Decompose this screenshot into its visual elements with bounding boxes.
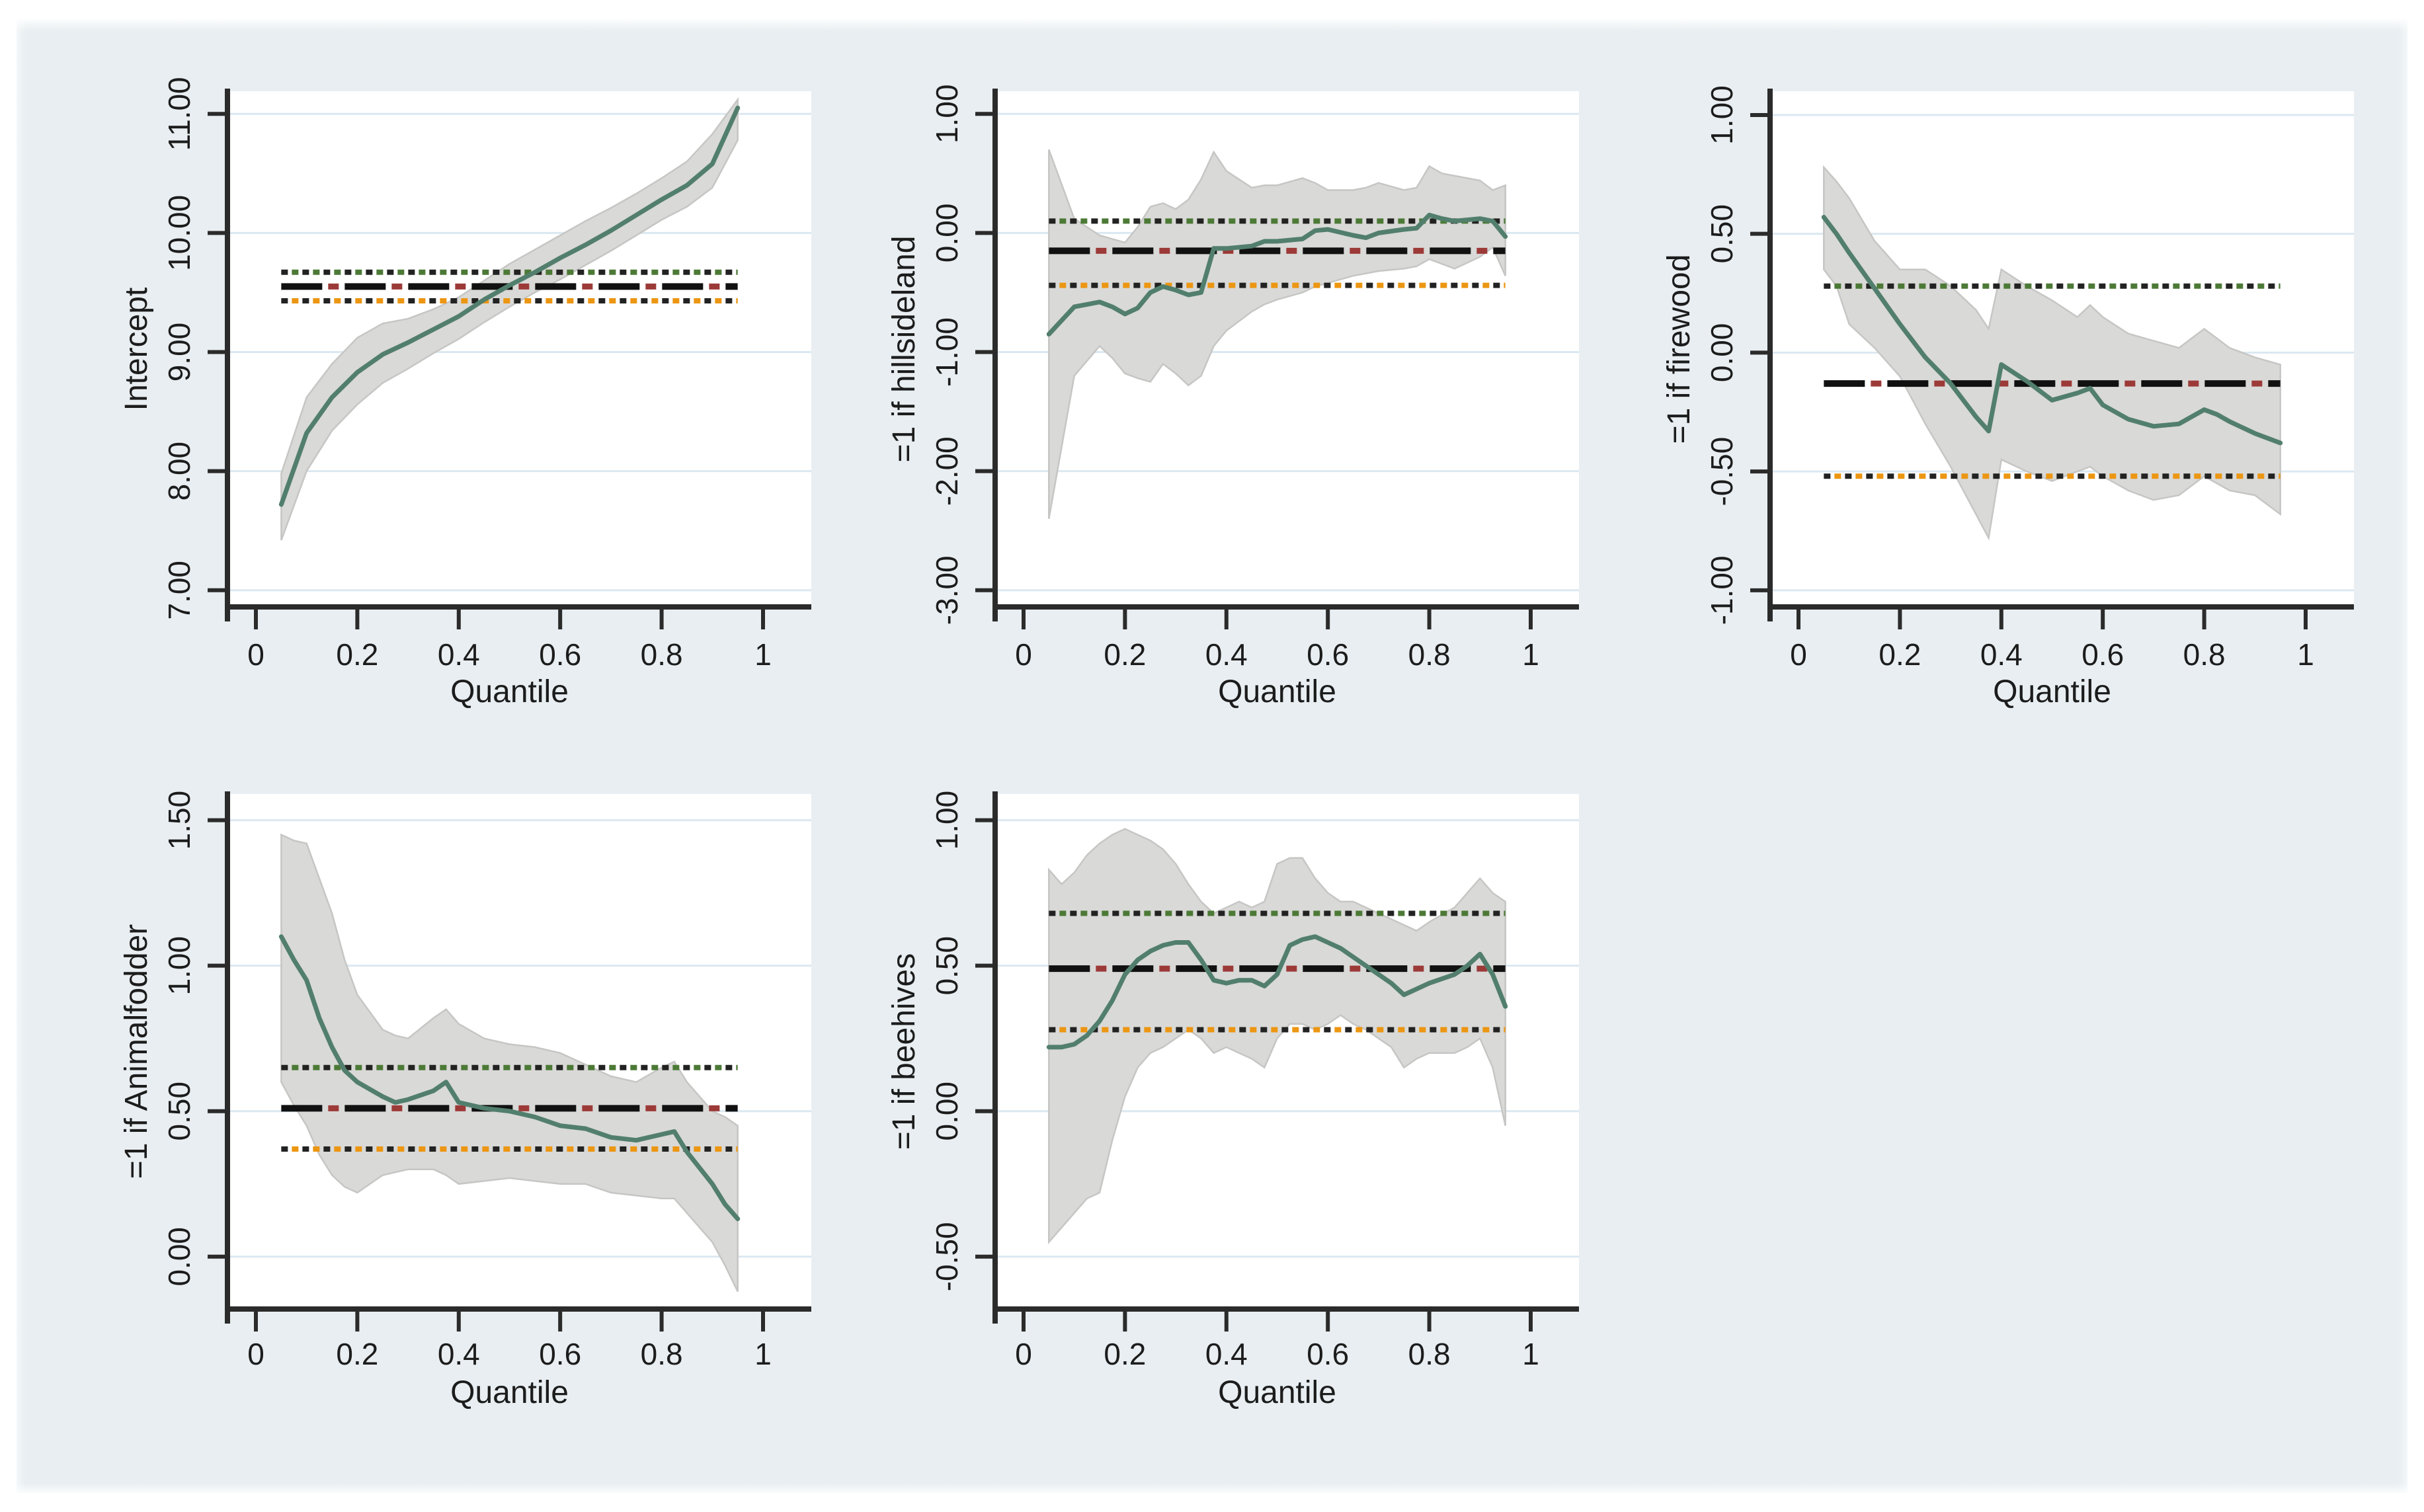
- x-tick-label: 0.6: [1307, 637, 1349, 672]
- confidence-band: [280, 833, 739, 1293]
- x-tick-label: 0.8: [1408, 637, 1451, 672]
- gridlines: [227, 112, 811, 592]
- panel-plot-layers: [278, 97, 741, 541]
- confidence-band: [280, 97, 739, 541]
- axes: 1.00 0.50 0.00 -0.50 -1.00 0 0.2 0.4 0.6 0.8 1 Quan…: [1662, 85, 2354, 709]
- y-tick-label: 1.50: [162, 791, 196, 850]
- y-tick-label: 0.50: [930, 936, 964, 996]
- y-tick-label: 10.00: [162, 195, 196, 271]
- y-tick-label: -0.50: [1705, 437, 1739, 506]
- y-tick-label: 0.00: [162, 1227, 196, 1287]
- axes: 1.00 0.00 -1.00 -2.00 -3.00 0 0.2 0.4 0.6 0.8 1 Qua…: [887, 84, 1579, 709]
- x-tick-label: 0.2: [336, 637, 378, 672]
- quantile-estimate-line: [1046, 934, 1508, 1050]
- x-tick-label: 0.2: [1104, 1337, 1146, 1371]
- x-axis-title: Quantile: [1993, 674, 2111, 709]
- y-tick-label: 9.00: [162, 323, 196, 382]
- y-tick-label: 0.00: [1705, 323, 1739, 383]
- panel-hillsideland: 1.00 0.00 -1.00 -2.00 -3.00 0 0.2 0.4 0.6 0.8 1 Qua…: [887, 84, 1579, 709]
- panel-plot-layers: [1046, 828, 1508, 1245]
- x-axis-title: Quantile: [1218, 674, 1336, 709]
- x-tick-label: 0.8: [641, 1337, 683, 1371]
- x-axis-title: Quantile: [1218, 1375, 1336, 1410]
- x-tick-label: 0.4: [438, 1337, 480, 1371]
- x-tick-label: 0.4: [1980, 637, 2023, 672]
- panel-firewood: 1.00 0.50 0.00 -0.50 -1.00 0 0.2 0.4 0.6 0.8 1 Quan…: [1662, 85, 2354, 709]
- x-tick-label: 0.2: [336, 1337, 378, 1371]
- y-axis-title: =1 if beehives: [887, 953, 922, 1150]
- x-tick-label: 0: [1790, 637, 1807, 672]
- y-tick-label: -2.00: [930, 436, 964, 506]
- y-tick-label: 0.00: [930, 204, 964, 263]
- x-tick-label: 1: [754, 1337, 772, 1371]
- y-tick-label: -1.00: [930, 317, 964, 387]
- y-axis-title: =1 if firewood: [1662, 255, 1697, 444]
- y-tick-label: 1.00: [930, 791, 964, 850]
- panel-animalfodder: 1.50 1.00 0.50 0.00 0 0.2 0.4 0.6 0.8 1 Quantile =1…: [119, 791, 811, 1410]
- quantile-estimate-line: [278, 105, 741, 507]
- y-tick-label: 0.50: [1705, 204, 1739, 264]
- y-tick-label: 1.00: [930, 84, 964, 143]
- x-tick-label: 0.8: [1408, 1337, 1451, 1371]
- x-tick-label: 0.6: [539, 637, 581, 672]
- panel-intercept: 11.00 10.00 9.00 8.00 7.00 0 0.2 0.4 0.6 0.8 1 Quan…: [119, 77, 811, 709]
- x-tick-label: 0.4: [438, 637, 480, 672]
- y-tick-label: -0.50: [930, 1222, 964, 1291]
- y-tick-label: -3.00: [930, 555, 964, 625]
- confidence-band: [1823, 165, 2281, 541]
- y-tick-label: -1.00: [1705, 555, 1739, 625]
- x-tick-label: 0: [1015, 637, 1032, 672]
- x-tick-label: 1: [1522, 637, 1539, 672]
- x-tick-label: 0.8: [2183, 637, 2226, 672]
- x-tick-label: 0.6: [539, 1337, 581, 1371]
- x-tick-label: 0: [247, 637, 264, 672]
- confidence-band: [1048, 149, 1506, 519]
- x-axis-title: Quantile: [450, 674, 569, 709]
- x-tick-label: 1: [2297, 637, 2314, 672]
- y-tick-label: 0.50: [162, 1082, 196, 1141]
- panel-plot-layers: [278, 833, 741, 1293]
- y-tick-label: 0.00: [930, 1082, 964, 1141]
- y-axis-title: =1 if Animalfodder: [119, 924, 154, 1179]
- axes: 11.00 10.00 9.00 8.00 7.00 0 0.2 0.4 0.6 0.8 1 Quan…: [119, 77, 811, 709]
- y-tick-label: 8.00: [162, 442, 196, 501]
- panel-beehives: 1.00 0.50 0.00 -0.50 0 0.2 0.4 0.6 0.8 1 Quantile =…: [887, 791, 1579, 1410]
- quantile-regression-figure: 11.00 10.00 9.00 8.00 7.00 0 0.2 0.4 0.6 0.8 1 Quan…: [17, 19, 2407, 1493]
- x-tick-label: 0.4: [1205, 637, 1248, 672]
- x-axis-title: Quantile: [450, 1375, 569, 1410]
- x-tick-label: 0.4: [1205, 1337, 1248, 1371]
- y-tick-label: 1.00: [162, 936, 196, 996]
- x-tick-label: 0: [247, 1337, 264, 1371]
- panel-plot-layers: [1821, 165, 2283, 541]
- quantile-estimate-line: [1821, 215, 2283, 446]
- plot-area: [227, 91, 811, 607]
- y-axis-title: =1 if hillsideland: [887, 236, 922, 463]
- x-tick-label: 0.6: [2081, 637, 2124, 672]
- y-tick-label: 11.00: [162, 77, 196, 151]
- x-tick-label: 0.6: [1307, 1337, 1349, 1371]
- x-tick-label: 1: [1522, 1337, 1539, 1371]
- x-tick-label: 0: [1015, 1337, 1032, 1371]
- y-tick-label: 1.00: [1705, 85, 1739, 145]
- x-tick-label: 1: [754, 637, 772, 672]
- axes: 1.50 1.00 0.50 0.00 0 0.2 0.4 0.6 0.8 1 Quantile =1…: [119, 791, 811, 1410]
- quantile-estimate-line: [278, 934, 741, 1222]
- x-tick-label: 0.2: [1879, 637, 1921, 672]
- quantile-estimate-line: [1046, 212, 1508, 337]
- axes: 1.00 0.50 0.00 -0.50 0 0.2 0.4 0.6 0.8 1 Quantile =…: [887, 791, 1579, 1410]
- x-tick-label: 0.8: [641, 637, 683, 672]
- y-tick-label: 7.00: [162, 561, 196, 620]
- y-axis-title: Intercept: [119, 288, 154, 411]
- x-tick-label: 0.2: [1104, 637, 1146, 672]
- panel-plot-layers: [1046, 149, 1508, 519]
